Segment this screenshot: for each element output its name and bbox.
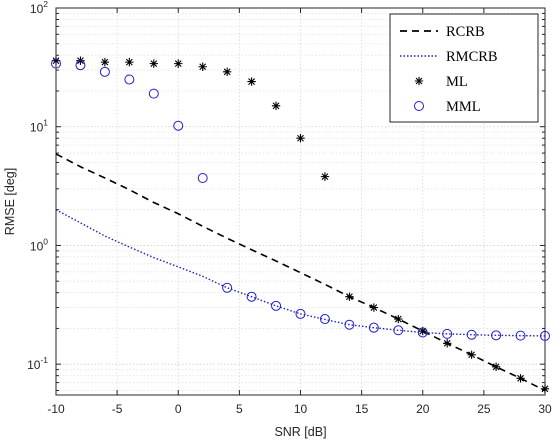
ml-marker [540,384,550,394]
mml-marker [344,319,355,330]
ml-marker [467,350,476,359]
ml-marker [247,77,256,86]
ml-marker [369,303,379,312]
legend-label: RCRB [446,24,485,40]
y-tick-label: 10-1 [27,355,48,372]
ml-marker [320,172,330,181]
series-ml [51,56,550,394]
mml-marker [173,120,184,131]
ml-marker [394,314,403,324]
x-tick-label: 20 [416,402,430,416]
ml-marker [174,59,183,68]
mml-marker [515,330,526,341]
legend-label: ML [446,74,468,90]
y-axis-label: RMSE [deg] [3,168,17,235]
mml-marker [466,329,477,340]
mml-marker [417,327,428,338]
mml-marker [197,172,208,183]
rcrb-line [55,153,546,392]
mml-marker [368,322,379,333]
mml-marker [271,300,282,311]
axis-ticks: -10 -5 0 5 10 15 20 25 30 10-1 100 101 102 [27,0,552,416]
mml-marker [246,291,257,302]
mml-marker [442,328,453,339]
ml-marker [100,57,110,67]
mml-marker [124,74,135,85]
x-tick-label: 25 [477,402,491,416]
ml-marker [345,292,354,301]
ml-marker [198,62,207,71]
ml-marker [516,374,525,383]
x-tick-label: 0 [175,402,182,416]
ml-marker [491,362,501,372]
ml-marker [443,339,452,348]
mml-marker [222,282,233,293]
legend-label: RMCRB [446,49,498,65]
mml-marker [491,330,502,341]
x-tick-label: 15 [355,402,369,416]
y-tick-label: 100 [30,236,48,253]
ml-marker [418,326,427,336]
ml-marker [125,57,134,67]
legend-label: MML [446,99,481,115]
series-mml [51,58,550,341]
mml-marker [414,101,424,111]
mml-marker [99,66,110,77]
x-tick-label: -10 [47,402,65,416]
series-rmcrb [55,209,546,337]
x-tick-label: -5 [112,402,123,416]
mml-marker [51,58,61,69]
legend: RCRB RMCRB ML MML [389,13,539,123]
rmcrb-line [55,209,546,337]
mml-marker [75,60,86,71]
x-tick-label: 30 [538,402,552,416]
mml-marker [295,308,306,319]
series-layer [51,56,550,394]
ml-marker [222,67,232,77]
ml-marker [51,56,61,65]
series-rcrb [55,153,546,392]
mml-marker [148,88,159,99]
x-axis-label: SNR [dB] [274,425,326,439]
ml-marker [271,101,281,111]
ml-marker [149,59,158,68]
ml-marker [414,76,424,86]
mml-marker [540,330,550,341]
mml-marker [393,325,404,336]
x-tick-label: 10 [294,402,308,416]
y-tick-label: 101 [30,118,48,135]
y-tick-label: 102 [30,0,48,16]
ml-marker [296,134,305,143]
mml-marker [319,314,330,325]
x-tick-label: 5 [236,402,243,416]
